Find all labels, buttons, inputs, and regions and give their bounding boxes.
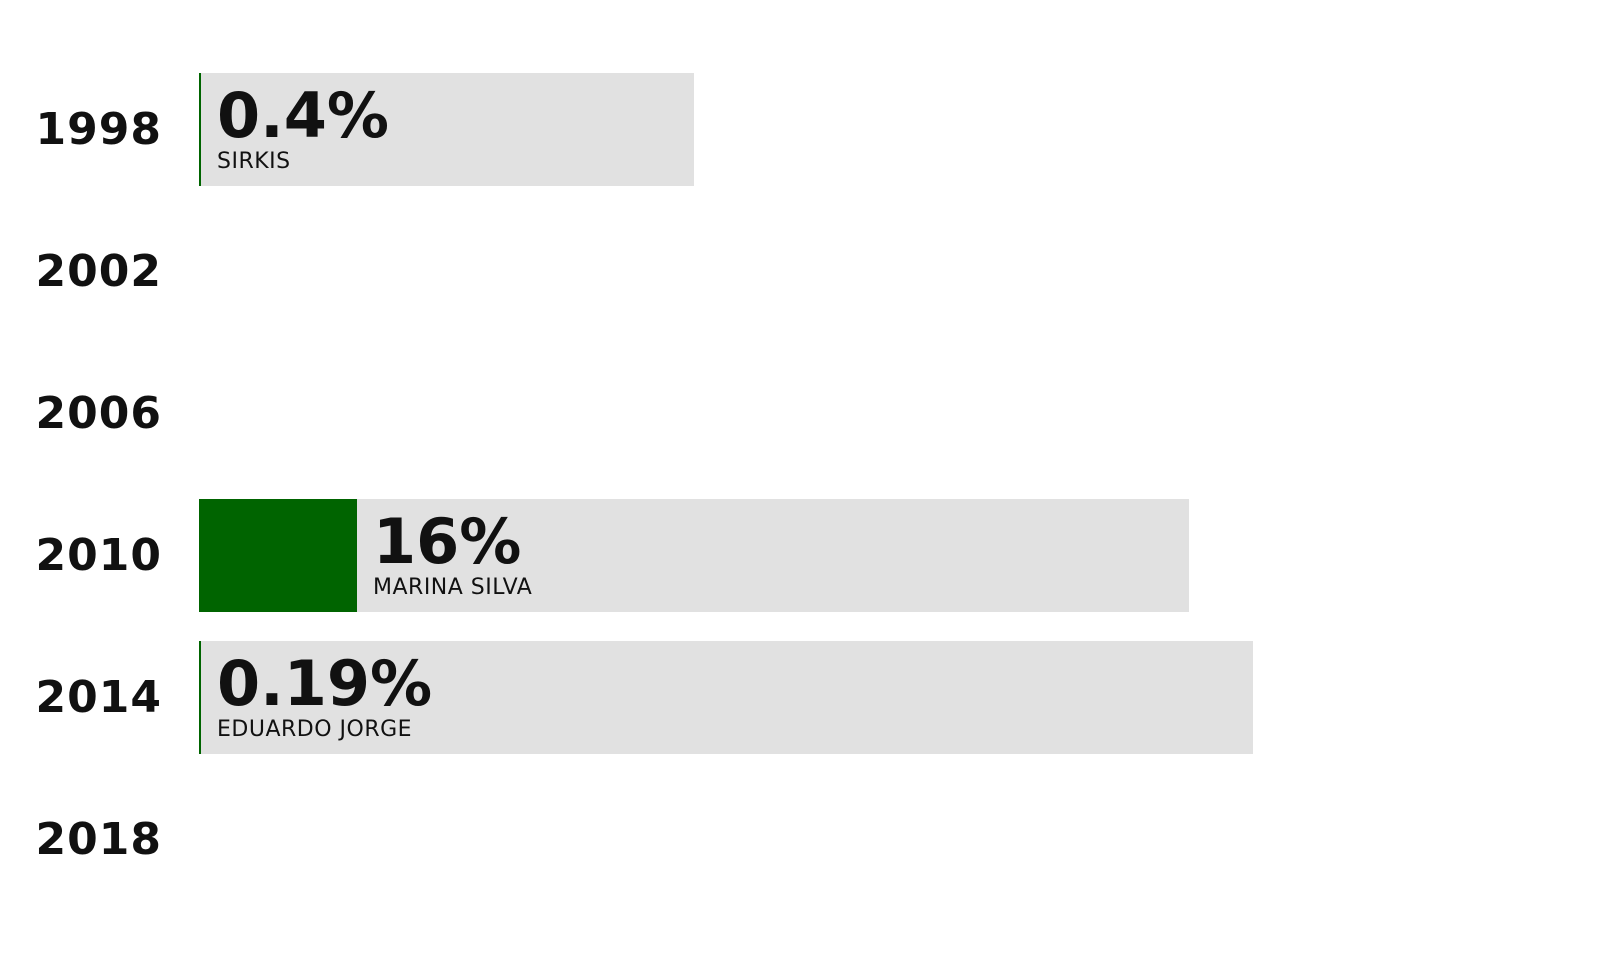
- bar-fill-2010: [199, 499, 357, 612]
- bar-track-2010: 16% MARINA SILVA: [199, 499, 1189, 612]
- year-label-2006: 2006: [35, 388, 162, 439]
- bar-value-label-1998: 0.4%: [217, 79, 389, 152]
- bar-value-label-2010: 16%: [373, 505, 522, 578]
- bar-fill-2014: [199, 641, 201, 754]
- chart-row-2002: 2002: [0, 215, 1600, 328]
- bar-fill-1998: [199, 73, 201, 186]
- bar-text-1998: 0.4% SIRKIS: [217, 83, 389, 175]
- chart-row-2018: 2018: [0, 783, 1600, 896]
- candidate-label-2010: MARINA SILVA: [373, 575, 533, 600]
- bar-text-2010: 16% MARINA SILVA: [373, 509, 532, 601]
- bar-text-2014: 0.19% EDUARDO JORGE: [217, 651, 432, 743]
- chart-row-1998: 1998 0.4% SIRKIS: [0, 73, 1600, 186]
- chart-row-2010: 2010 16% MARINA SILVA: [0, 499, 1600, 612]
- year-label-1998: 1998: [35, 104, 162, 155]
- bar-value-label-2014: 0.19%: [217, 647, 433, 720]
- year-label-2018: 2018: [35, 814, 162, 865]
- bar-track-1998: 0.4% SIRKIS: [199, 73, 694, 186]
- chart-row-2014: 2014 0.19% EDUARDO JORGE: [0, 641, 1600, 754]
- year-label-2010: 2010: [35, 530, 162, 581]
- bar-track-2014: 0.19% EDUARDO JORGE: [199, 641, 1253, 754]
- year-label-2002: 2002: [35, 246, 162, 297]
- candidate-label-2014: EDUARDO JORGE: [217, 717, 413, 742]
- candidate-label-1998: SIRKIS: [217, 149, 291, 174]
- year-label-2014: 2014: [35, 672, 162, 723]
- chart-row-2006: 2006: [0, 357, 1600, 470]
